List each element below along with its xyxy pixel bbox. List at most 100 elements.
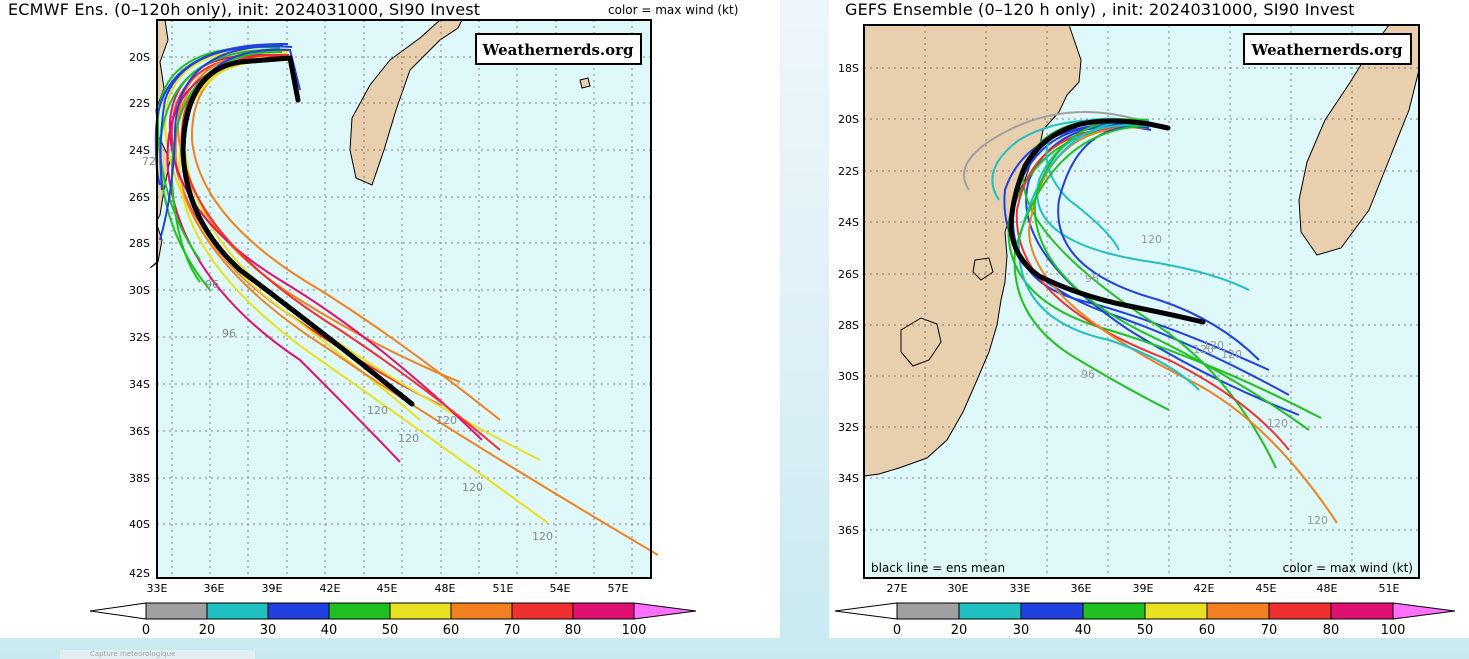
hour-label: 120 xyxy=(1203,339,1224,352)
lat-tick: 26S xyxy=(129,191,150,204)
lesotho-outline xyxy=(900,317,942,367)
colorbar-label: 0 xyxy=(893,623,901,638)
lon-tick: 57E xyxy=(608,582,629,595)
hour-label: 120 xyxy=(436,414,457,427)
colorbar-label: 40 xyxy=(321,623,338,638)
colorbar-label: 0 xyxy=(142,623,150,638)
colorbar-label: 100 xyxy=(622,623,647,638)
color-legend: color = max wind (kt) xyxy=(1283,561,1413,575)
hour-label: 120 xyxy=(1141,233,1162,246)
lon-tick: 33E xyxy=(1010,582,1031,595)
colorbar-label: 60 xyxy=(1199,623,1216,638)
grid-lines xyxy=(157,20,651,578)
lat-tick: 34S xyxy=(838,472,859,485)
lat-tick: 38S xyxy=(129,472,150,485)
ensemble-mean-track xyxy=(180,55,415,407)
hour-label: 96 xyxy=(205,278,219,291)
lat-tick-labels: 20S 22S 24S 26S 28S 30S 32S 34S 36S 38S … xyxy=(129,51,150,580)
lon-tick: 48E xyxy=(1317,582,1338,595)
image-caption: Capture meteorologique xyxy=(60,650,255,659)
lon-tick: 27E xyxy=(887,582,908,595)
lon-tick: 42E xyxy=(1194,582,1215,595)
ensemble-mean-track xyxy=(1008,118,1206,325)
hour-label: 120 xyxy=(1221,348,1242,361)
lon-tick: 42E xyxy=(320,582,341,595)
lon-tick: 36E xyxy=(204,582,225,595)
lat-tick: 42S xyxy=(129,567,150,580)
colorbar-label: 80 xyxy=(565,623,582,638)
colorbar-label: 100 xyxy=(1381,623,1406,638)
ocean-area xyxy=(157,20,651,578)
hour-label: 120 xyxy=(398,432,419,445)
lat-tick: 18S xyxy=(838,62,859,75)
lon-tick: 51E xyxy=(1379,582,1400,595)
lat-tick: 22S xyxy=(129,97,150,110)
lat-tick-labels: 18S 20S 22S 24S 26S 28S 30S 32S 34S 36S xyxy=(838,62,859,537)
madagascar-land xyxy=(349,19,463,186)
island xyxy=(579,77,591,89)
wind-colorbar xyxy=(89,602,697,620)
lat-tick: 26S xyxy=(838,268,859,281)
hour-label: 120 xyxy=(1307,514,1328,527)
lon-tick-labels: 33E 36E 39E 42E 45E 48E 51E 54E 57E xyxy=(147,582,629,595)
lat-tick: 24S xyxy=(129,144,150,157)
hour-label: 96 xyxy=(1085,272,1099,285)
watermark-box xyxy=(1243,33,1412,65)
lat-tick: 24S xyxy=(838,216,859,229)
colorbar-label: 20 xyxy=(951,623,968,638)
colorbar-label: 30 xyxy=(1013,623,1030,638)
hour-label: 120 xyxy=(532,530,553,543)
gefs-map-svg: 120 96 120 120 120 96 120 120 Weatherner… xyxy=(834,24,1456,638)
lon-tick: 39E xyxy=(1133,582,1154,595)
lat-tick: 30S xyxy=(129,284,150,297)
colorbar-labels: 0 20 30 40 50 60 70 80 100 xyxy=(142,623,647,638)
color-note: color = max wind (kt) xyxy=(608,3,739,17)
wind-colorbar xyxy=(834,602,1456,620)
lat-tick: 28S xyxy=(129,237,150,250)
colorbar-label: 70 xyxy=(504,623,521,638)
ecmwf-map-svg: 72 96 96 120 120 120 120 120 Weathernerd… xyxy=(89,19,697,638)
lat-tick: 36S xyxy=(838,524,859,537)
lat-tick: 34S xyxy=(129,378,150,391)
colorbar-label: 50 xyxy=(382,623,399,638)
lat-tick: 36S xyxy=(129,425,150,438)
map-title: GEFS Ensemble (0–120 h only) , init: 202… xyxy=(845,0,1355,19)
watermark: Weathernerds.org xyxy=(1250,41,1403,59)
colorbar-label: 50 xyxy=(1137,623,1154,638)
map-frame xyxy=(863,24,1420,579)
colorbar-labels: 0 20 30 40 50 60 70 80 100 xyxy=(893,623,1406,638)
lat-tick: 20S xyxy=(838,113,859,126)
lat-tick: 28S xyxy=(838,319,859,332)
map-frame xyxy=(156,19,652,579)
lon-tick: 54E xyxy=(550,582,571,595)
lat-tick: 40S xyxy=(129,518,150,531)
hour-label: 120 xyxy=(1267,417,1288,430)
lat-tick: 32S xyxy=(838,421,859,434)
madagascar-land xyxy=(1298,24,1420,256)
lat-tick: 30S xyxy=(838,370,859,383)
hour-label: 96 xyxy=(1081,368,1095,381)
colorbar-label: 70 xyxy=(1261,623,1278,638)
hour-label: 72 xyxy=(142,155,156,168)
lon-tick: 39E xyxy=(262,582,283,595)
hour-label: 120 xyxy=(1193,343,1214,356)
lon-tick: 36E xyxy=(1071,582,1092,595)
ecmwf-ensemble-map: ECMWF Ens. (0–120h only), init: 20240310… xyxy=(8,0,739,638)
mean-legend: black line = ens mean xyxy=(871,561,1005,575)
lon-tick-labels: 27E 30E 33E 36E 39E 42E 45E 48E 51E xyxy=(887,582,1400,595)
hour-label: 96 xyxy=(222,327,236,340)
hour-labels: 120 96 120 120 120 96 120 120 xyxy=(1081,233,1328,527)
watermark-box xyxy=(475,33,642,65)
colorbar-label: 30 xyxy=(260,623,277,638)
lon-tick: 51E xyxy=(493,582,514,595)
colorbar-label: 80 xyxy=(1323,623,1340,638)
lon-tick: 48E xyxy=(435,582,456,595)
colorbar-label: 20 xyxy=(199,623,216,638)
watermark: Weathernerds.org xyxy=(481,41,634,59)
lat-tick: 32S xyxy=(129,331,150,344)
gefs-ensemble-map: GEFS Ensemble (0–120 h only) , init: 202… xyxy=(829,0,1469,638)
lat-tick: 20S xyxy=(129,51,150,64)
lon-tick: 30E xyxy=(948,582,969,595)
map-title: ECMWF Ens. (0–120h only), init: 20240310… xyxy=(8,0,481,19)
lat-tick: 22S xyxy=(838,165,859,178)
